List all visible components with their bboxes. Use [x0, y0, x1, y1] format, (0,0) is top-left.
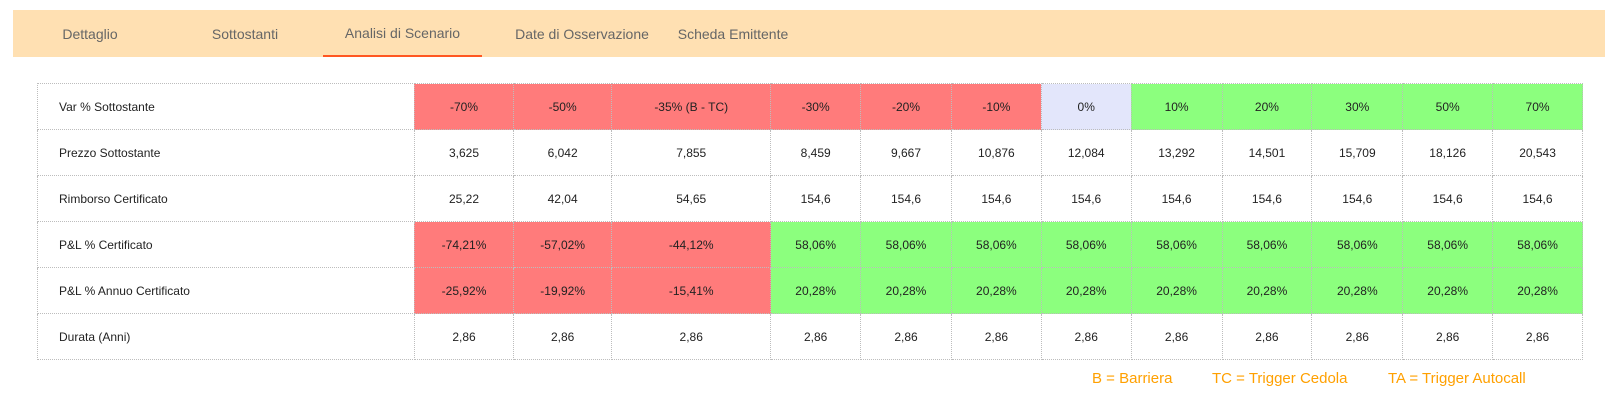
table-cell: 30% — [1311, 83, 1404, 130]
table-cell: 20,28% — [1130, 267, 1223, 314]
table-cell: 154,6 — [770, 175, 862, 222]
table-cell: 20,28% — [1311, 267, 1404, 314]
table-cell: 154,6 — [1221, 175, 1313, 222]
table-cell: 2,86 — [1402, 313, 1494, 360]
row-label: Prezzo Sottostante — [37, 129, 415, 176]
table-cell: -15,41% — [611, 267, 772, 314]
table-cell: -30% — [770, 83, 862, 130]
table-cell: 58,06% — [1040, 221, 1132, 268]
table-cell: 25,22 — [413, 175, 515, 222]
table-cell: 20,543 — [1492, 129, 1583, 176]
table-cell: 154,6 — [1402, 175, 1494, 222]
table-cell: 2,86 — [611, 313, 772, 360]
table-cell: 20% — [1221, 83, 1313, 130]
table-cell: 9,667 — [860, 129, 952, 176]
row-label: P&L % Certificato — [37, 221, 415, 268]
table-cell: 50% — [1402, 83, 1494, 130]
table-cell: 154,6 — [950, 175, 1042, 222]
table-cell: 10,876 — [950, 129, 1042, 176]
table-cell: 2,86 — [1130, 313, 1223, 360]
table-cell: -57,02% — [513, 221, 613, 268]
row-label: P&L % Annuo Certificato — [37, 267, 415, 314]
table-cell: 12,084 — [1040, 129, 1132, 176]
tab-scheda-emittente[interactable]: Scheda Emittente — [677, 25, 789, 42]
row-label: Var % Sottostante — [37, 83, 415, 130]
tab-date-di-osservazione[interactable]: Date di Osservazione — [515, 25, 649, 42]
table-cell: 14,501 — [1221, 129, 1313, 176]
table-cell: 7,855 — [611, 129, 772, 176]
table-cell: 154,6 — [860, 175, 952, 222]
table-cell: 13,292 — [1130, 129, 1223, 176]
table-cell: 2,86 — [950, 313, 1042, 360]
table-cell: 42,04 — [513, 175, 613, 222]
table-cell: 154,6 — [1040, 175, 1132, 222]
table-row: Rimborso Certificato 25,22 42,04 54,65 154,6… — [37, 175, 1583, 222]
tab-bar: Dettaglio Sottostanti Analisi di Scenari… — [13, 10, 1605, 57]
table-cell: -19,92% — [513, 267, 613, 314]
table-cell: 2,86 — [1492, 313, 1583, 360]
table-cell: 2,86 — [1221, 313, 1313, 360]
table-cell: 154,6 — [1311, 175, 1404, 222]
table-cell: -50% — [513, 83, 613, 130]
table-row: P&L % Certificato -74,21% -57,02% -44,12% 58… — [37, 221, 1583, 268]
table-cell: 3,625 — [413, 129, 515, 176]
table-cell: 20,28% — [1402, 267, 1494, 314]
table-cell: 58,06% — [1130, 221, 1223, 268]
table-cell: 10% — [1130, 83, 1223, 130]
legend-barriera: B = Barriera — [1092, 370, 1173, 387]
table-cell: -44,12% — [611, 221, 772, 268]
table-cell: 58,06% — [1402, 221, 1494, 268]
table-cell: 58,06% — [860, 221, 952, 268]
tab-dettaglio[interactable]: Dettaglio — [62, 25, 118, 42]
row-label: Rimborso Certificato — [37, 175, 415, 222]
table-cell: 2,86 — [1040, 313, 1132, 360]
scenario-table: Var % Sottostante -70% -50% -35% (B - TC) -3… — [37, 83, 1583, 360]
table-cell: -70% — [413, 83, 515, 130]
table-cell: 20,28% — [950, 267, 1042, 314]
table-cell: 20,28% — [1040, 267, 1132, 314]
table-cell: -10% — [950, 83, 1042, 130]
table-cell: 20,28% — [860, 267, 952, 314]
row-label: Durata (Anni) — [37, 313, 415, 360]
table-cell: 20,28% — [1492, 267, 1583, 314]
table-cell: 2,86 — [770, 313, 862, 360]
table-cell: 58,06% — [770, 221, 862, 268]
legend-trigger-cedola: TC = Trigger Cedola — [1212, 370, 1348, 387]
table-cell: 2,86 — [413, 313, 515, 360]
table-cell: 58,06% — [1311, 221, 1404, 268]
table-row: Durata (Anni) 2,86 2,86 2,86 2,86 2,86 2,86 2,8… — [37, 313, 1583, 360]
table-cell: 6,042 — [513, 129, 613, 176]
table-cell: 154,6 — [1130, 175, 1223, 222]
table-row: Var % Sottostante -70% -50% -35% (B - TC) -3… — [37, 83, 1583, 130]
table-cell: -25,92% — [413, 267, 515, 314]
table-cell: 70% — [1492, 83, 1583, 130]
table-cell: 20,28% — [1221, 267, 1313, 314]
table-cell: 15,709 — [1311, 129, 1404, 176]
table-cell: 18,126 — [1402, 129, 1494, 176]
table-cell: 20,28% — [770, 267, 862, 314]
table-cell: 58,06% — [1492, 221, 1583, 268]
table-cell: 2,86 — [1311, 313, 1404, 360]
legend-trigger-autocall: TA = Trigger Autocall — [1388, 370, 1526, 387]
table-cell: 2,86 — [860, 313, 952, 360]
table-cell: 0% — [1040, 83, 1132, 130]
tab-analisi-di-scenario[interactable]: Analisi di Scenario — [323, 10, 482, 57]
table-cell: -35% (B - TC) — [611, 83, 772, 130]
table-cell: -20% — [860, 83, 952, 130]
table-cell: 2,86 — [513, 313, 613, 360]
table-row: Prezzo Sottostante 3,625 6,042 7,855 8,459 9,… — [37, 129, 1583, 176]
table-cell: -74,21% — [413, 221, 515, 268]
table-cell: 58,06% — [1221, 221, 1313, 268]
table-cell: 58,06% — [950, 221, 1042, 268]
table-cell: 8,459 — [770, 129, 862, 176]
table-cell: 54,65 — [611, 175, 772, 222]
tab-sottostanti[interactable]: Sottostanti — [211, 25, 279, 42]
table-row: P&L % Annuo Certificato -25,92% -19,92% -15… — [37, 267, 1583, 314]
table-cell: 154,6 — [1492, 175, 1583, 222]
